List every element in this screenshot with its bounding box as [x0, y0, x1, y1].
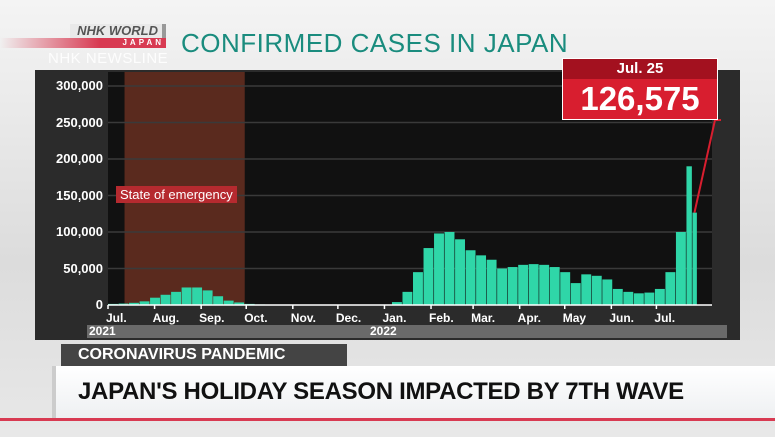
bar: [692, 212, 697, 305]
bar: [486, 259, 497, 305]
bar: [581, 274, 592, 305]
bar: [139, 301, 150, 305]
bar: [402, 291, 413, 305]
bar: [223, 300, 234, 305]
bar: [497, 268, 508, 305]
bar: [518, 264, 529, 305]
callout-date: Jul. 25: [563, 59, 717, 79]
year-label-2021: 2021: [89, 324, 116, 338]
x-tick-label: Jul.: [106, 311, 127, 325]
x-tick-label: Aug.: [153, 311, 180, 325]
bar: [434, 233, 444, 305]
bar: [675, 232, 686, 305]
bar: [171, 291, 182, 305]
bar: [539, 264, 550, 305]
bar: [202, 290, 213, 305]
topic-tag: CORONAVIRUS PANDEMIC: [61, 344, 347, 366]
bar: [413, 272, 423, 305]
bar: [455, 239, 465, 305]
y-tick-label: 50,000: [63, 260, 103, 276]
bar: [423, 248, 434, 305]
bar: [192, 287, 203, 305]
x-tick-label: Nov.: [291, 311, 316, 325]
bar: [623, 291, 634, 305]
y-tick-label: 0: [95, 297, 103, 312]
bar: [476, 255, 487, 305]
x-tick-label: Feb.: [429, 311, 454, 325]
bar: [213, 296, 224, 305]
bar: [591, 275, 602, 305]
bar: [644, 292, 655, 305]
bar: [612, 288, 623, 305]
bar: [654, 288, 665, 305]
callout-pointer: [693, 119, 721, 213]
headline: JAPAN'S HOLIDAY SEASON IMPACTED BY 7TH W…: [52, 366, 775, 418]
x-tick-label: Apr.: [518, 311, 541, 325]
bar: [602, 279, 613, 305]
bar: [665, 272, 676, 305]
bar: [444, 232, 455, 305]
y-tick-label: 300,000: [56, 78, 103, 93]
nhk-world-logo: NHK WORLD JAPAN: [0, 24, 166, 48]
bar: [560, 272, 571, 305]
bar: [570, 283, 581, 305]
bar: [160, 294, 171, 305]
y-tick-label: 200,000: [56, 151, 103, 166]
y-tick-label: 150,000: [56, 187, 103, 203]
y-tick-label: 250,000: [56, 114, 103, 130]
x-tick-label: Jun.: [609, 311, 634, 325]
x-tick-label: Oct.: [244, 311, 267, 325]
latest-value-callout: Jul. 25 126,575: [562, 58, 718, 120]
year-label-2022: 2022: [370, 324, 397, 338]
bar: [181, 287, 192, 305]
bar: [234, 302, 245, 305]
logo-top-text: NHK WORLD: [70, 24, 166, 38]
accent-line: [0, 418, 775, 421]
chart-title: CONFIRMED CASES IN JAPAN: [181, 28, 569, 58]
bar: [391, 302, 402, 305]
x-tick-label: Dec.: [336, 311, 361, 325]
x-tick-label: Jul.: [654, 311, 675, 325]
state-of-emergency-label: State of emergency: [116, 186, 237, 203]
bar: [633, 293, 644, 305]
logo-bottom-text: JAPAN: [0, 38, 166, 48]
bar: [150, 297, 160, 305]
x-tick-label: Mar.: [471, 311, 495, 325]
year-bar: 2021 2022: [87, 324, 727, 338]
bar: [528, 264, 539, 305]
bar: [549, 267, 560, 305]
program-name: NHK NEWSLINE: [48, 50, 169, 67]
x-tick-label: Jan.: [382, 311, 406, 325]
callout-value: 126,575: [580, 80, 700, 117]
x-tick-label: Sep.: [199, 311, 224, 325]
bar: [465, 250, 476, 305]
y-tick-label: 100,000: [56, 224, 103, 239]
x-tick-label: May: [563, 311, 587, 325]
bar: [129, 302, 139, 305]
bar: [686, 166, 692, 305]
bar: [507, 267, 518, 305]
